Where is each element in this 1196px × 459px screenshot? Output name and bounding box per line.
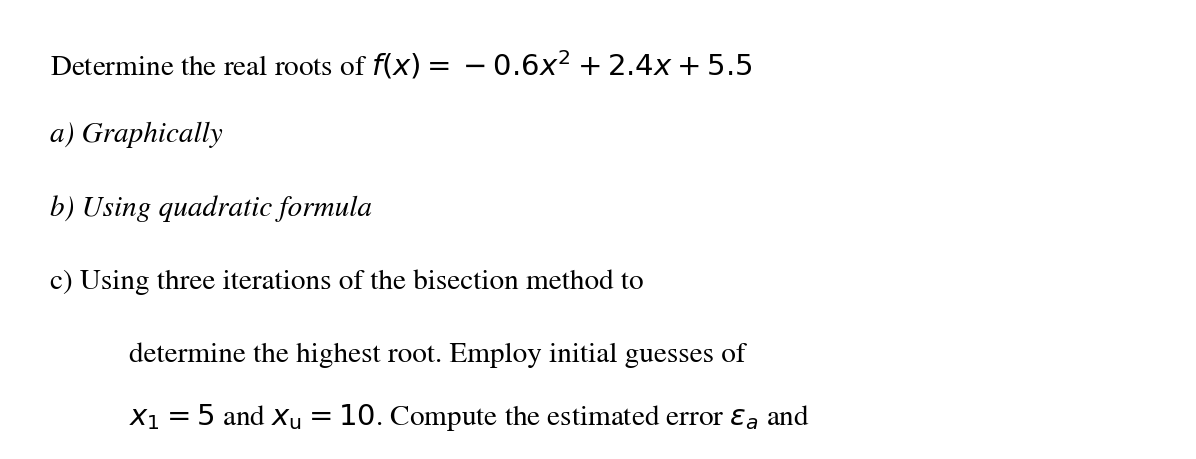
Text: determine the highest root. Employ initial guesses of: determine the highest root. Employ initi… bbox=[129, 342, 745, 368]
Text: c) Using three iterations of the bisection method to: c) Using three iterations of the bisecti… bbox=[50, 269, 643, 294]
Text: $x_1 = 5$ and $x_\mathrm{u} = 10$. Compute the estimated error $\varepsilon_a$ a: $x_1 = 5$ and $x_\mathrm{u} = 10$. Compu… bbox=[129, 402, 810, 432]
Text: Determine the real roots of $f(x) = -0.6x^2 + 2.4x + 5.5$: Determine the real roots of $f(x) = -0.6… bbox=[50, 48, 752, 81]
Text: a) Graphically: a) Graphically bbox=[50, 122, 222, 148]
Text: b) Using quadratic formula: b) Using quadratic formula bbox=[50, 195, 372, 222]
